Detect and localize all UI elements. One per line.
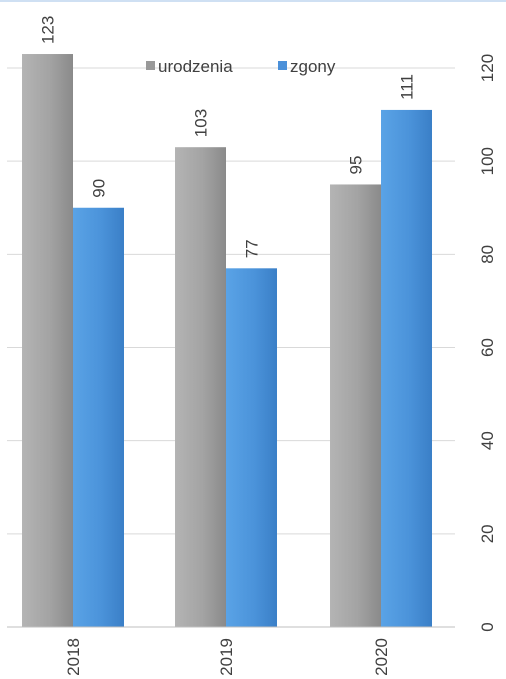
legend-label-zgony: zgony — [290, 57, 336, 76]
data-label: 111 — [397, 74, 416, 100]
data-label: 77 — [242, 239, 261, 258]
bars — [22, 54, 432, 628]
data-label: 103 — [191, 109, 210, 137]
bar-zgony-2018 — [73, 207, 124, 627]
data-label: 123 — [38, 16, 57, 44]
x-tick-label: 2018 — [64, 638, 83, 676]
y-tick-label: 0 — [478, 622, 497, 631]
axes: 0 20 40 60 80 100 120 2018 2019 2020 — [7, 54, 497, 676]
legend-swatch-zgony — [278, 61, 287, 70]
data-label: 90 — [89, 179, 108, 198]
x-tick-label: 2019 — [217, 638, 236, 676]
y-tick-label: 100 — [478, 147, 497, 175]
data-label: 95 — [346, 156, 365, 175]
y-tick-label: 120 — [478, 54, 497, 82]
bar-urodzenia-2019 — [175, 147, 226, 628]
bar-zgony-2020 — [381, 109, 432, 628]
data-labels: 123 90 103 77 95 111 — [38, 16, 416, 259]
bar-urodzenia-2018 — [22, 54, 73, 627]
x-tick-label: 2020 — [372, 638, 391, 676]
y-tick-label: 60 — [478, 338, 497, 357]
legend-label-urodzenia: urodzenia — [158, 57, 233, 76]
y-tick-label: 80 — [478, 245, 497, 264]
bar-zgony-2019 — [226, 268, 277, 627]
legend: urodzenia zgony — [146, 57, 336, 76]
bar-urodzenia-2020 — [330, 184, 381, 628]
y-tick-label: 20 — [478, 524, 497, 543]
y-tick-label: 40 — [478, 431, 497, 450]
legend-swatch-urodzenia — [146, 61, 155, 70]
